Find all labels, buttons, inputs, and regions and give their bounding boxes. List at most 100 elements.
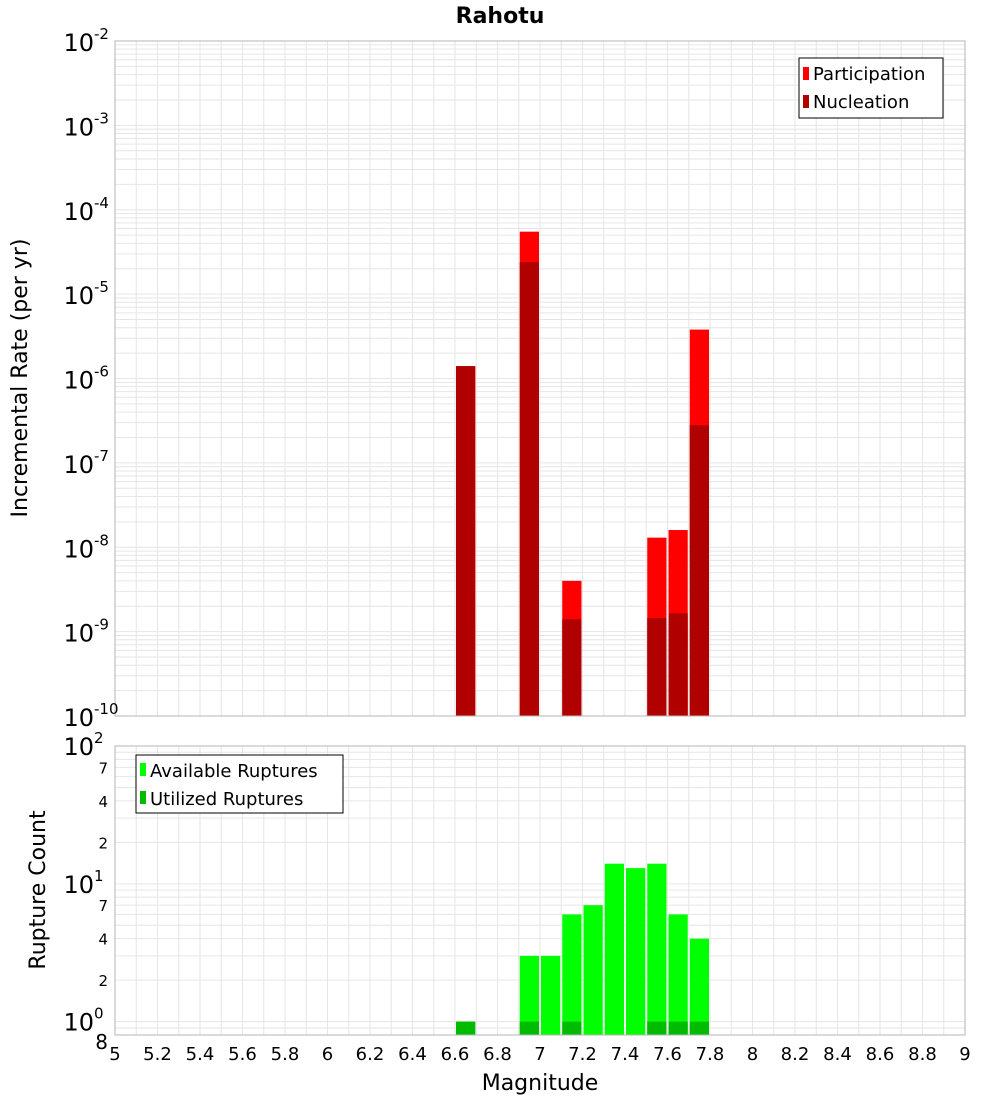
bottom-y-tick-label: 2 xyxy=(98,972,108,990)
bar-available-ruptures xyxy=(519,955,539,1035)
top-legend: Participation Nucleation xyxy=(798,57,944,119)
bottom-legend: Available Ruptures Utilized Ruptures xyxy=(135,754,344,814)
legend-label-nucleation: Nucleation xyxy=(813,92,909,113)
bottom-y-tick-label: 4 xyxy=(98,793,108,811)
top-y-tick-base: 10 xyxy=(63,620,94,648)
top-y-tick-exponent: -8 xyxy=(94,531,109,549)
top-y-tick-exponent: -3 xyxy=(94,109,109,127)
bar-nucleation xyxy=(647,618,667,716)
top-y-tick-base: 10 xyxy=(63,704,94,732)
bar-available-ruptures xyxy=(583,905,603,1035)
top-y-tick-labels: 10-210-310-410-510-610-710-810-910-10 xyxy=(63,25,118,732)
bar-utilized-ruptures xyxy=(456,1021,476,1035)
legend-swatch-participation xyxy=(803,67,809,80)
bar-utilized-ruptures xyxy=(689,1021,709,1035)
bottom-bars xyxy=(456,863,709,1035)
x-axis-label: Magnitude xyxy=(482,1071,599,1096)
top-y-tick-label: 10 -5 xyxy=(63,278,109,310)
top-y-tick-base: 10 xyxy=(63,113,94,141)
bottom-y-tick-label: 10 2 xyxy=(63,729,103,761)
bar-available-ruptures xyxy=(689,938,709,1035)
top-y-tick-label: 10 -4 xyxy=(63,194,109,226)
top-grid xyxy=(114,41,966,717)
bar-utilized-ruptures xyxy=(562,1021,582,1035)
x-tick-label: 7 xyxy=(534,1044,545,1065)
bar-available-ruptures xyxy=(541,955,561,1035)
x-tick-label: 5.2 xyxy=(143,1044,172,1065)
top-y-tick-base: 10 xyxy=(63,29,94,57)
top-y-tick-label: 10 -10 xyxy=(63,700,118,732)
bottom-y-tick-label: 10 0 xyxy=(63,1005,103,1037)
top-y-tick-base: 10 xyxy=(63,282,94,310)
bottom-y-tick-minor: 4 xyxy=(98,931,108,949)
x-tick-label: 6.6 xyxy=(441,1044,470,1065)
bar-nucleation xyxy=(456,366,476,716)
x-tick-label: 5 xyxy=(109,1044,120,1065)
x-tick-label: 7.4 xyxy=(611,1044,640,1065)
x-tick-label: 8.2 xyxy=(781,1044,810,1065)
x-tick-label: 6.4 xyxy=(398,1044,427,1065)
chart-title: Rahotu xyxy=(456,4,545,29)
bottom-y-tick-base: 10 xyxy=(63,733,94,761)
top-y-tick-exponent: -5 xyxy=(94,278,109,296)
x-tick-label: 8 xyxy=(747,1044,758,1065)
top-y-tick-exponent: -6 xyxy=(94,363,109,381)
bar-available-ruptures xyxy=(626,868,646,1035)
bottom-y-tick-minor: 4 xyxy=(98,793,108,811)
bottom-y-tick-exponent: 1 xyxy=(94,867,104,885)
top-y-tick-label: 10 -6 xyxy=(63,363,109,395)
bottom-y-tick-exponent: 2 xyxy=(94,729,104,747)
top-y-tick-exponent: -7 xyxy=(94,447,109,465)
x-tick-label: 6.8 xyxy=(483,1044,512,1065)
x-tick-label: 7.6 xyxy=(653,1044,682,1065)
x-tick-label: 8.6 xyxy=(866,1044,895,1065)
x-tick-labels: 5 5.2 5.4 5.6 5.8 6 6.2 6.4 6.6 6.8 7 7.2 7.4 7.6 7.8 8… xyxy=(109,1044,970,1065)
top-y-tick-exponent: -9 xyxy=(94,616,109,634)
top-y-tick-label: 10 -3 xyxy=(63,109,109,141)
bar-utilized-ruptures xyxy=(668,1021,688,1035)
bottom-y-tick-label: 7 xyxy=(98,759,108,777)
x-tick-label: 6 xyxy=(322,1044,333,1065)
top-y-tick-exponent: -10 xyxy=(94,700,119,718)
top-y-tick-base: 10 xyxy=(63,451,94,479)
bottom-y-tick-minor: 7 xyxy=(98,759,108,777)
top-y-tick-label: 10 -9 xyxy=(63,616,109,648)
x-tick-label: 9 xyxy=(959,1044,970,1065)
top-y-tick-exponent: -4 xyxy=(94,194,109,212)
bottom-y-tick-base: 10 xyxy=(63,1009,94,1037)
bar-available-ruptures xyxy=(604,863,624,1035)
top-bars xyxy=(456,231,709,716)
bottom-y-tick-minor: 7 xyxy=(98,897,108,915)
top-legend-box xyxy=(798,57,944,119)
x-tick-label: 8.8 xyxy=(908,1044,937,1065)
x-tick-label: 6.2 xyxy=(356,1044,385,1065)
bottom-y-tick-label: 10 1 xyxy=(63,867,103,899)
bottom-plot-frame xyxy=(114,745,966,1036)
top-y-tick-base: 10 xyxy=(63,535,94,563)
legend-swatch-nucleation xyxy=(803,95,809,108)
bar-nucleation xyxy=(689,425,709,716)
bottom-y-tick-label: 4 xyxy=(98,931,108,949)
x-tick-label: 7.8 xyxy=(696,1044,725,1065)
legend-label-utilized: Utilized Ruptures xyxy=(150,789,303,810)
top-y-tick-label: 10 -8 xyxy=(63,531,109,563)
top-y-tick-exponent: -2 xyxy=(94,25,109,43)
x-tick-label: 5.8 xyxy=(271,1044,300,1065)
bar-utilized-ruptures xyxy=(519,1021,539,1035)
bottom-y-tick-exponent: 0 xyxy=(94,1005,104,1023)
bottom-y-tick-label: 8 xyxy=(95,1030,108,1054)
bar-available-ruptures xyxy=(647,863,667,1035)
top-plot-frame xyxy=(114,40,966,717)
x-tick-label: 5.6 xyxy=(228,1044,257,1065)
x-tick-label: 5.4 xyxy=(186,1044,215,1065)
bottom-y-tick-minor: 2 xyxy=(98,972,108,990)
bottom-y-axis-label: Rupture Count xyxy=(26,810,51,970)
legend-label-participation: Participation xyxy=(813,64,925,85)
top-y-tick-label: 10 -2 xyxy=(63,25,109,57)
bar-utilized-ruptures xyxy=(647,1021,667,1035)
top-y-tick-label: 10 -7 xyxy=(63,447,109,479)
top-y-tick-base: 10 xyxy=(63,367,94,395)
legend-label-available: Available Ruptures xyxy=(150,761,318,782)
